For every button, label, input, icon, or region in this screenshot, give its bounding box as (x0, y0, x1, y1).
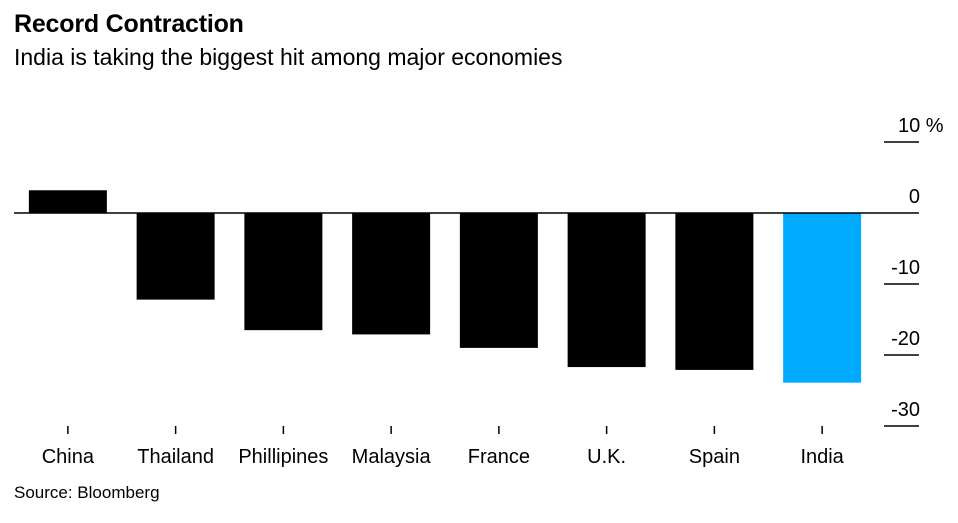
source-note: Source: Bloomberg (14, 483, 160, 502)
x-tick-label: India (800, 446, 844, 468)
bar-thailand (136, 213, 215, 300)
y-tick-label: 0 (909, 186, 920, 208)
chart-subtitle: India is taking the biggest hit among ma… (14, 44, 563, 70)
x-tick-label: Phillipines (238, 446, 328, 468)
bar-spain (675, 213, 754, 370)
x-tick-label: China (42, 446, 95, 468)
y-tick-label: -30 (891, 399, 920, 421)
bar-malaysia (352, 213, 431, 335)
chart-title: Record Contraction (14, 10, 244, 38)
x-tick-label: Spain (689, 446, 740, 468)
bar-india (783, 213, 862, 383)
y-tick-label: -20 (891, 328, 920, 350)
bar-uk (567, 213, 646, 368)
y-tick-label: 10 % (898, 115, 944, 137)
y-tick-label: -10 (891, 257, 920, 279)
x-tick-label: Thailand (137, 446, 214, 468)
x-tick-label: U.K. (587, 446, 626, 468)
x-tick-label: Malaysia (352, 446, 432, 468)
bar-phillipines (244, 213, 323, 331)
bar-china (28, 190, 107, 213)
x-tick-label: France (468, 446, 530, 468)
bar-france (459, 213, 538, 348)
